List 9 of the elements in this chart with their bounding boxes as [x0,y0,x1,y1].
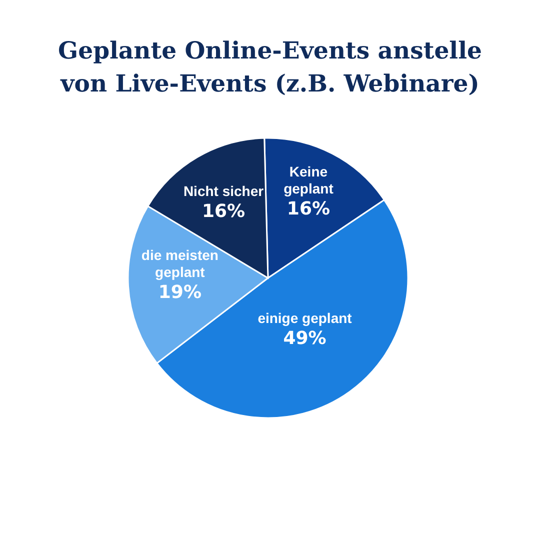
data-label: 19% [158,282,202,304]
slice-label: Keine geplant [284,164,334,197]
data-label: 16% [202,200,246,222]
slice-label: einige geplant [258,310,352,326]
chart-title: Geplante Online-Events anstelle von Live-Events (z.B. Webinare) [58,36,482,98]
data-label: 49% [283,328,326,350]
slice-label: die meisten geplant [141,247,218,280]
data-label: 16% [286,198,330,220]
slice-label: Nicht sicher [183,182,264,199]
